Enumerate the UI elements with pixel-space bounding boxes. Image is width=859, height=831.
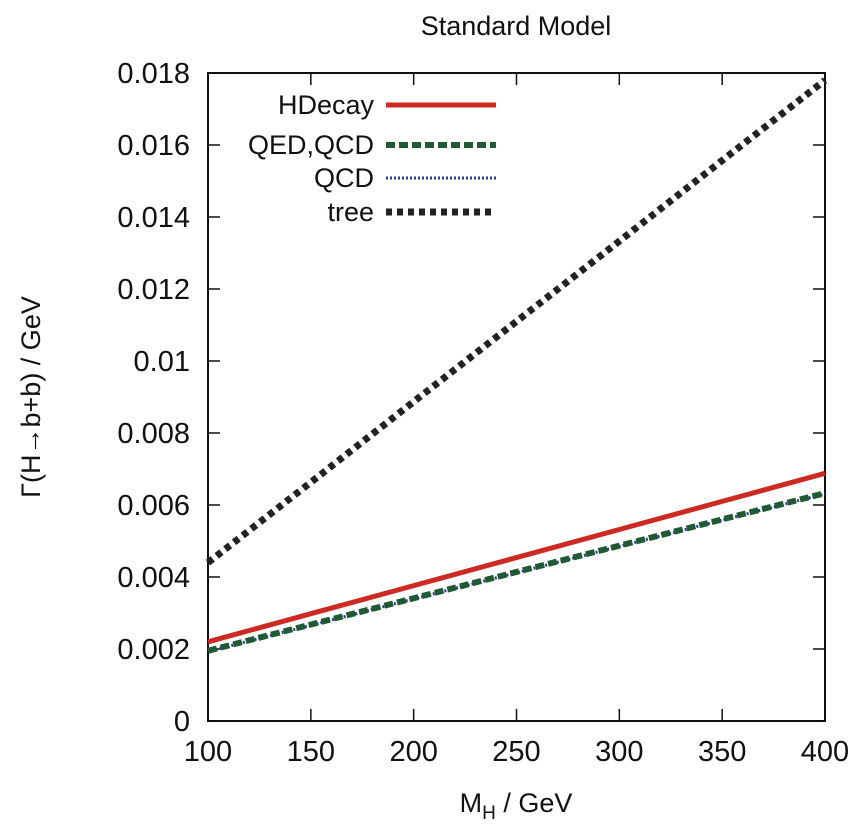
x-axis-label-main: M bbox=[460, 788, 483, 818]
x-tick-label: 350 bbox=[698, 736, 746, 768]
y-tick-label: 0.014 bbox=[117, 202, 190, 234]
y-tick-label: 0 bbox=[174, 706, 190, 738]
y-tick-label: 0.008 bbox=[117, 418, 190, 450]
y-axis-ticks: 0 0.002 0.004 0.006 0.008 0.01 0.012 0.014 0.016… bbox=[117, 58, 825, 738]
y-tick-label: 0.006 bbox=[117, 490, 190, 522]
y-tick-label: 0.002 bbox=[117, 634, 190, 666]
legend-label: HDecay bbox=[278, 90, 375, 120]
series-line-qed-qcd bbox=[207, 490, 826, 654]
x-tick-label: 200 bbox=[389, 736, 437, 768]
y-axis-label: Γ(H→b+b) / GeV bbox=[16, 296, 46, 498]
y-tick-label: 0.01 bbox=[134, 346, 190, 378]
x-axis-label-rest: / GeV bbox=[496, 788, 573, 818]
chart-title: Standard Model bbox=[421, 11, 612, 41]
legend-label: QCD bbox=[314, 163, 374, 193]
legend-label: tree bbox=[327, 197, 374, 227]
x-tick-label: 100 bbox=[184, 736, 232, 768]
y-tick-label: 0.018 bbox=[117, 58, 190, 90]
series-line-hdecay bbox=[207, 470, 826, 645]
x-axis-label: MH / GeV bbox=[460, 788, 573, 824]
legend-label: QED,QCD bbox=[248, 130, 374, 160]
x-axis-ticks: 100 150 200 250 300 350 400 bbox=[184, 73, 849, 768]
series-line-tree bbox=[205, 77, 828, 566]
y-tick-label: 0.012 bbox=[117, 274, 190, 306]
plot-frame bbox=[207, 72, 826, 722]
x-tick-label: 150 bbox=[287, 736, 335, 768]
x-tick-label: 400 bbox=[801, 736, 849, 768]
x-axis-label-sub: H bbox=[482, 803, 496, 824]
x-tick-label: 250 bbox=[492, 736, 540, 768]
series-layer bbox=[205, 77, 828, 654]
y-tick-label: 0.004 bbox=[117, 562, 190, 594]
y-tick-label: 0.016 bbox=[117, 130, 190, 162]
x-tick-label: 300 bbox=[595, 736, 643, 768]
